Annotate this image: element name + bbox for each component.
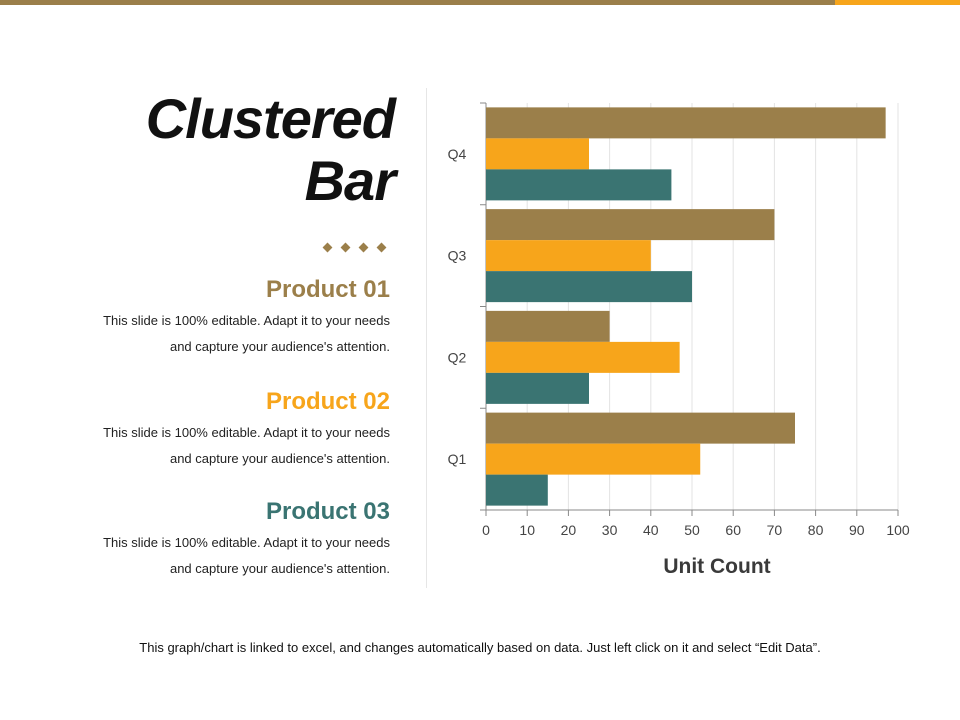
product-1-line1: This slide is 100% editable. Adapt it to…: [103, 313, 390, 328]
x-tick-label: 80: [808, 522, 824, 538]
x-tick-label: 10: [519, 522, 535, 538]
top-accent-bar: [0, 0, 835, 5]
x-tick-label: 90: [849, 522, 865, 538]
bar-q2-product-01: [486, 310, 610, 342]
product-1-description: This slide is 100% editable. Adapt it to…: [40, 308, 390, 360]
x-tick-label: 50: [684, 522, 700, 538]
bar-q2-product-02: [486, 341, 680, 373]
bar-q4-product-03: [486, 169, 672, 201]
footer-note: This graph/chart is linked to excel, and…: [139, 640, 821, 655]
product-3-name: Product 03: [265, 498, 390, 525]
bar-q3-product-02: [486, 240, 651, 272]
top-accent-bar-highlight: [835, 0, 960, 5]
product-3-description: This slide is 100% editable. Adapt it to…: [40, 530, 390, 582]
product-block-1: Product 01 This slide is 100% editable. …: [40, 276, 390, 360]
product-3-line2: and capture your audience's attention.: [169, 561, 390, 576]
x-tick-label: 30: [602, 522, 618, 538]
bar-q4-product-02: [486, 138, 589, 170]
bar-q2-product-03: [486, 372, 589, 404]
product-2-description: This slide is 100% editable. Adapt it to…: [40, 420, 390, 472]
x-tick-label: 40: [643, 522, 659, 538]
bar-q1-product-01: [486, 412, 795, 444]
x-tick-label: 100: [886, 522, 910, 538]
bar-q1-product-03: [486, 474, 548, 506]
bar-q4-product-01: [486, 107, 886, 139]
product-2-line1: This slide is 100% editable. Adapt it to…: [103, 425, 390, 440]
x-axis-title: Unit Count: [663, 555, 770, 578]
x-tick-label: 0: [482, 522, 490, 538]
product-block-3: Product 03 This slide is 100% editable. …: [40, 498, 390, 582]
product-3-line1: This slide is 100% editable. Adapt it to…: [103, 535, 390, 550]
y-tick-label: Q4: [448, 146, 467, 162]
x-tick-label: 70: [767, 522, 783, 538]
y-tick-label: Q2: [448, 349, 467, 365]
bar-q3-product-01: [486, 209, 775, 241]
y-tick-label: Q3: [448, 248, 467, 264]
product-2-line2: and capture your audience's attention.: [169, 451, 390, 466]
product-1-name: Product 01: [265, 276, 390, 303]
slide-title: Clustered Bar: [35, 87, 396, 212]
y-tick-label: Q1: [448, 451, 467, 467]
clustered-bar-chart: Q1 Q2 Q3 Q4 0 10 20 30 40 50 60 70 80 90 100 Unit Count: [448, 102, 910, 578]
product-block-2: Product 02 This slide is 100% editable. …: [40, 388, 390, 472]
x-tick-label: 20: [561, 522, 577, 538]
x-tick-label: 60: [725, 522, 741, 538]
slide-title-line1: Clustered: [145, 87, 396, 150]
bar-q3-product-03: [486, 271, 692, 303]
product-2-name: Product 02: [265, 388, 390, 415]
product-1-line2: and capture your audience's attention.: [169, 339, 390, 354]
bar-q1-product-02: [486, 443, 701, 475]
vertical-divider: [426, 88, 427, 588]
slide-title-line2: Bar: [304, 149, 396, 212]
